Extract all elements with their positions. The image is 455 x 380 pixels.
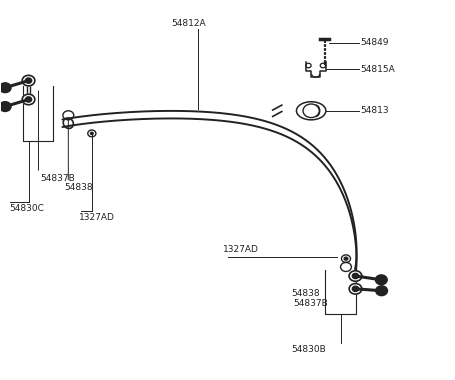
Circle shape [22, 94, 35, 105]
Text: 54837B: 54837B [40, 174, 75, 183]
Text: 54837B: 54837B [293, 299, 328, 308]
Circle shape [22, 75, 35, 86]
Circle shape [349, 271, 362, 281]
Circle shape [25, 97, 32, 102]
Text: 54830B: 54830B [292, 345, 327, 355]
Circle shape [0, 83, 11, 93]
Text: 1327AD: 1327AD [223, 245, 259, 254]
Circle shape [352, 273, 359, 279]
Text: 54849: 54849 [360, 38, 389, 48]
Text: 54815A: 54815A [360, 65, 395, 74]
Text: 54812A: 54812A [171, 19, 206, 28]
Text: 54838: 54838 [291, 289, 319, 298]
Text: 54838: 54838 [65, 183, 93, 192]
Text: 54813: 54813 [360, 106, 389, 115]
Circle shape [25, 78, 32, 83]
Circle shape [375, 275, 387, 285]
Circle shape [0, 102, 11, 111]
Text: 1327AD: 1327AD [79, 213, 115, 222]
Circle shape [352, 286, 359, 291]
Text: 54830C: 54830C [10, 204, 45, 213]
Circle shape [344, 257, 348, 260]
Circle shape [91, 132, 93, 135]
Circle shape [349, 283, 362, 294]
Circle shape [376, 286, 388, 296]
